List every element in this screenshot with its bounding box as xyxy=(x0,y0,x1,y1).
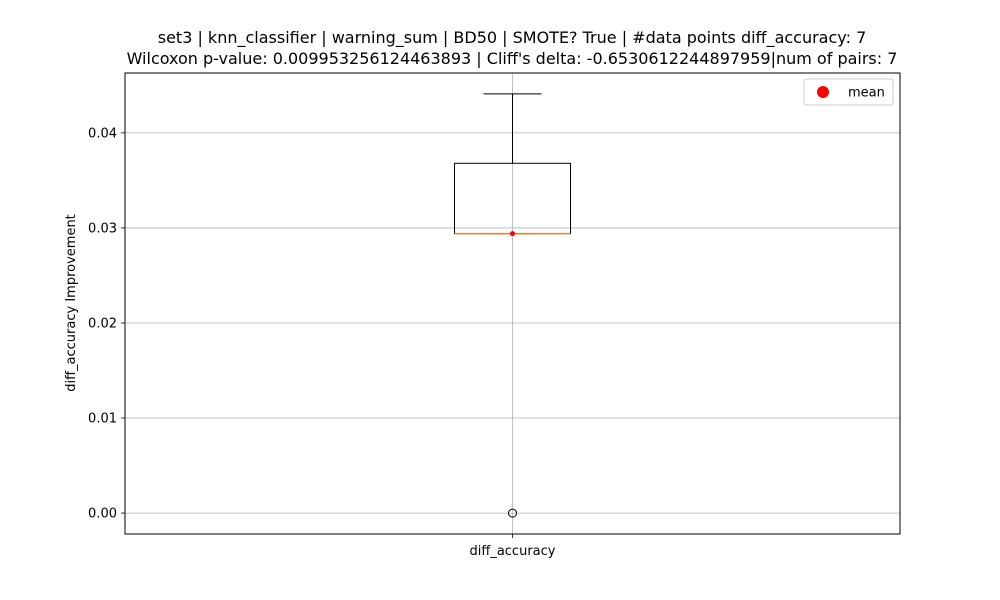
chart-title-line1: set3 | knn_classifier | warning_sum | BD… xyxy=(158,28,867,48)
legend-mean-marker xyxy=(817,86,829,98)
y-tick-label: 0.04 xyxy=(88,126,117,141)
y-tick-label: 0.01 xyxy=(88,412,117,427)
y-axis-label: diff_accuracy Improvement xyxy=(64,214,79,392)
y-tick-label: 0.00 xyxy=(88,507,117,522)
mean-marker xyxy=(510,231,515,237)
legend: mean xyxy=(803,78,894,106)
y-tick-label: 0.02 xyxy=(88,316,117,331)
legend-label: mean xyxy=(848,86,885,101)
y-tick-label: 0.03 xyxy=(88,221,117,236)
x-tick-label: diff_accuracy xyxy=(470,544,556,559)
outlier-point xyxy=(508,508,517,518)
chart-title-line2: Wilcoxon p-value: 0.009953256124463893 |… xyxy=(127,49,898,68)
legend-box xyxy=(803,78,894,106)
